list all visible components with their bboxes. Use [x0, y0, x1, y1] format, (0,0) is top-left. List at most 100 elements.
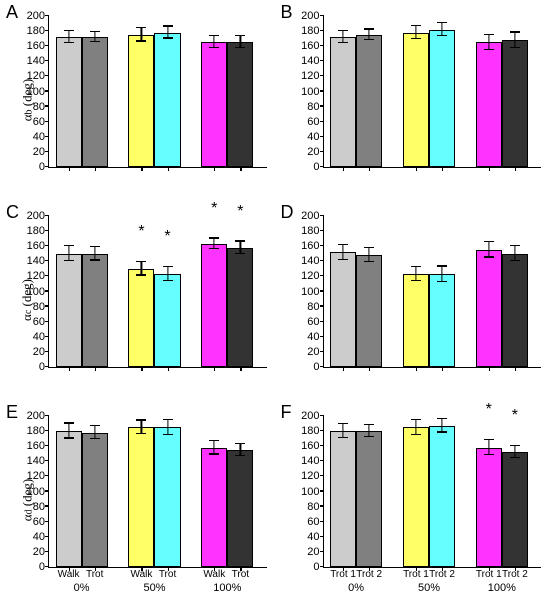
error-cap [136, 261, 146, 262]
error-cap [437, 418, 447, 419]
xtick-mark [141, 367, 142, 371]
error-bar [514, 246, 515, 261]
xtick-mark [141, 167, 142, 171]
ytick-label: 20 [307, 146, 323, 158]
bar [154, 427, 180, 567]
significance-star: * [413, 0, 419, 5]
bar [128, 269, 154, 367]
xtick-mark [416, 367, 417, 371]
bar [227, 42, 253, 167]
ytick-label: 200 [27, 10, 49, 22]
error-cap [510, 260, 520, 261]
xtick-mark [69, 167, 70, 171]
bar [82, 254, 108, 367]
ytick-label: 120 [301, 270, 323, 282]
error-cap [411, 38, 421, 39]
error-cap [484, 241, 494, 242]
error-cap [437, 35, 447, 36]
xtick-mark [369, 367, 370, 371]
ytick-label: 160 [301, 240, 323, 252]
ytick-label: 40 [33, 531, 49, 543]
error-cap [163, 266, 173, 267]
error-cap [510, 47, 520, 48]
error-cap [90, 425, 100, 426]
error-cap [136, 419, 146, 420]
error-cap [136, 274, 146, 275]
error-cap [163, 280, 173, 281]
error-cap [411, 266, 421, 267]
ytick-label: 140 [301, 255, 323, 267]
error-bar [68, 246, 69, 261]
xtick-mark [168, 167, 169, 171]
ytick-label: 60 [307, 516, 323, 528]
bar [128, 35, 154, 167]
ytick-label: 100 [27, 86, 49, 98]
ytick-label: 60 [33, 316, 49, 328]
ytick-label: 160 [27, 440, 49, 452]
xtick-mark [343, 367, 344, 371]
ytick-label: 60 [33, 116, 49, 128]
bar [154, 33, 180, 167]
xtick-mark [515, 367, 516, 371]
bar [429, 426, 455, 567]
ytick-label: 20 [307, 346, 323, 358]
error-cap [90, 41, 100, 42]
bar [476, 42, 502, 167]
xtick-mark [489, 367, 490, 371]
bar [82, 37, 108, 167]
error-cap [90, 246, 100, 247]
error-cap [364, 39, 374, 40]
plot-area: 020406080100120140160180200WalkTrotWalkT… [48, 416, 267, 568]
bar [502, 452, 528, 567]
bar [227, 450, 253, 567]
panel-E: Eαd (deg)020406080100120140160180200Walk… [0, 400, 275, 600]
panel-F: F 020406080100120140160180200Trot 1Trot 2… [275, 400, 549, 600]
ytick-label: 160 [301, 440, 323, 452]
ytick-label: 0 [39, 561, 49, 573]
ytick-label: 20 [33, 546, 49, 558]
panel-letter: C [6, 202, 19, 223]
error-cap [90, 31, 100, 32]
panel-letter: E [6, 402, 18, 423]
ytick-label: 200 [301, 410, 323, 422]
error-cap [510, 245, 520, 246]
bar [403, 274, 429, 367]
ytick-label: 200 [27, 210, 49, 222]
group-label: 50% [418, 567, 440, 594]
ytick-label: 0 [313, 561, 323, 573]
error-bar [441, 267, 442, 282]
plot-area: 020406080100120140160180200** [323, 16, 542, 168]
error-cap [209, 47, 219, 48]
bar [128, 427, 154, 567]
ytick-label: 180 [301, 25, 323, 37]
error-bar [488, 440, 489, 455]
ytick-label: 60 [33, 516, 49, 528]
error-cap [235, 240, 245, 241]
error-cap [64, 30, 74, 31]
panel-letter: F [281, 402, 292, 423]
error-cap [484, 49, 494, 50]
error-cap [64, 260, 74, 261]
error-cap [510, 31, 520, 32]
significance-star: * [138, 0, 144, 7]
error-bar [167, 420, 168, 435]
ytick-label: 160 [27, 240, 49, 252]
error-cap [209, 440, 219, 441]
error-cap [235, 253, 245, 254]
bar [356, 255, 382, 367]
error-cap [437, 22, 447, 23]
error-cap [364, 261, 374, 262]
ytick-label: 80 [307, 501, 323, 513]
bar [403, 427, 429, 567]
error-cap [338, 423, 348, 424]
ytick-label: 200 [301, 10, 323, 22]
error-cap [437, 281, 447, 282]
significance-star: * [439, 0, 445, 2]
xtick-mark [515, 167, 516, 171]
significance-star: * [211, 200, 217, 218]
plot-area: 020406080100120140160180200Trot 1Trot 2T… [323, 416, 542, 568]
bar [476, 448, 502, 567]
panel-C: Cαc (deg)020406080100120140160180200**** [0, 200, 275, 400]
error-cap [364, 247, 374, 248]
xtick-mark [489, 167, 490, 171]
